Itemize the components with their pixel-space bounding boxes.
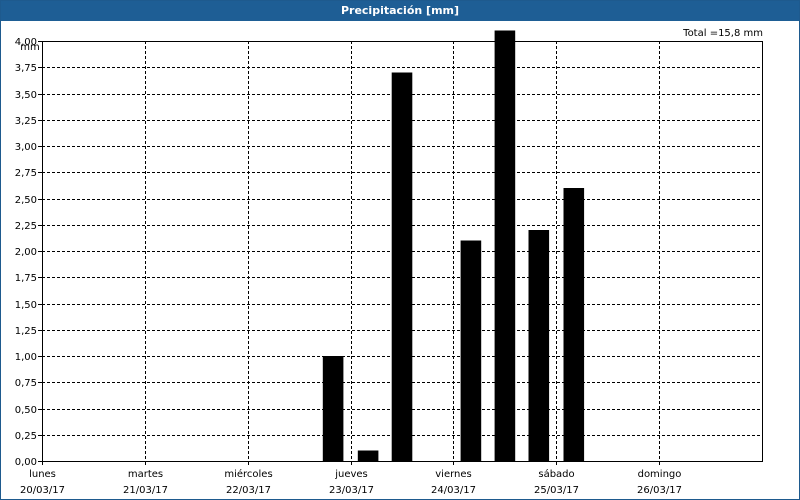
x-tick-day-label: domingo <box>638 469 682 480</box>
x-tick-date-label: 23/03/17 <box>329 485 374 496</box>
x-tick-day-label: martes <box>128 469 163 480</box>
y-tick-label: 3,75 <box>15 63 37 74</box>
y-tick-label: 0,50 <box>15 405 37 416</box>
y-tick-label: 1,50 <box>15 300 37 311</box>
y-tick-label: 3,25 <box>15 116 37 127</box>
x-tick-day-label: miércoles <box>224 468 272 480</box>
x-tick-date-label: 22/03/17 <box>226 485 271 496</box>
precipitation-bar <box>563 188 585 461</box>
x-tick-day-label: viernes <box>435 469 471 480</box>
y-tick-label: 3,50 <box>15 90 37 101</box>
y-tick-label: 2,50 <box>15 195 37 206</box>
y-axis-ticks: 0,00 0,25 0,50 0,75 1,00 1,25 1,50 1,75 2,00 2,25… <box>15 37 42 468</box>
x-tick-date-label: 25/03/17 <box>534 485 579 496</box>
y-tick-label: 2,25 <box>15 221 37 232</box>
x-tick-date-label: 24/03/17 <box>431 485 476 496</box>
y-tick-label: 2,75 <box>15 168 37 179</box>
bars <box>322 30 585 461</box>
y-tick-label: 4,00 <box>15 37 37 48</box>
x-tick-date-label: 20/03/17 <box>20 485 65 496</box>
precipitation-bar <box>391 72 413 461</box>
precipitation-bar <box>460 240 482 461</box>
y-tick-label: 3,00 <box>15 142 37 153</box>
x-axis-ticks: lunes 20/03/17 martes 21/03/17 miércoles 22/0… <box>20 461 682 496</box>
x-tick-day-label: jueves <box>334 469 368 480</box>
x-tick-day-label: sábado <box>538 468 574 480</box>
y-tick-label: 0,75 <box>15 378 37 389</box>
x-tick-date-label: 26/03/17 <box>637 485 682 496</box>
precipitation-bar <box>322 356 344 461</box>
y-tick-label: 0,25 <box>15 431 37 442</box>
y-tick-label: 1,25 <box>15 326 37 337</box>
chart-title: Precipitación [mm] <box>1 1 799 21</box>
y-tick-label: 2,00 <box>15 247 37 258</box>
plot-frame <box>42 41 763 462</box>
x-tick-date-label: 21/03/17 <box>123 485 168 496</box>
precipitation-bar <box>528 230 550 461</box>
y-tick-label: 0,00 <box>15 457 37 468</box>
total-precipitation-label: Total =15,8 mm <box>683 28 763 39</box>
y-tick-label: 1,75 <box>15 273 37 284</box>
precipitation-bar <box>494 30 516 461</box>
y-axis-unit-label: mm <box>20 42 39 53</box>
precipitation-bar <box>357 450 379 461</box>
y-tick-label: 1,00 <box>15 352 37 363</box>
x-tick-day-label: lunes <box>29 469 56 480</box>
